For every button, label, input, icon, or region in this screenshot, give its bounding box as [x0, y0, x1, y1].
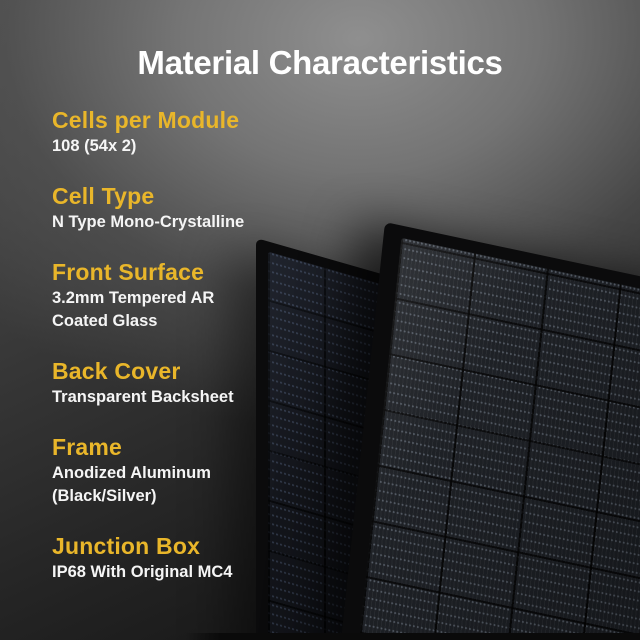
spec-item-frame: Frame Anodized Aluminum (Black/Silver) [52, 432, 312, 508]
spec-value: Anodized Aluminum (Black/Silver) [52, 464, 211, 505]
spec-heading: Junction Box [52, 533, 201, 559]
spec-list: Cells per Module 108 (54x 2) Cell Type N… [52, 105, 312, 607]
solar-panel-front [334, 222, 640, 640]
spec-heading: Back Cover [52, 358, 181, 384]
page-title: Material Characteristics [137, 44, 503, 81]
spec-value: IP68 With Original MC4 [52, 563, 233, 581]
spec-heading: Frame [52, 434, 123, 460]
spec-value: Transparent Backsheet [52, 388, 234, 406]
solar-cells-front [353, 237, 640, 640]
spec-item-back-cover: Back Cover Transparent Backsheet [52, 356, 312, 409]
spec-item-front-surface: Front Surface 3.2mm Tempered AR Coated G… [52, 257, 312, 333]
spec-value: 108 (54x 2) [52, 137, 137, 155]
spec-heading: Cell Type [52, 183, 155, 209]
spec-heading: Cells per Module [52, 107, 240, 133]
spec-item-cells-per-module: Cells per Module 108 (54x 2) [52, 105, 312, 158]
spec-heading: Front Surface [52, 259, 205, 285]
floor-strip [185, 633, 640, 640]
spec-value: N Type Mono-Crystalline [52, 213, 245, 231]
spec-value: 3.2mm Tempered AR Coated Glass [52, 289, 215, 330]
spec-item-junction-box: Junction Box IP68 With Original MC4 [52, 531, 312, 584]
spec-item-cell-type: Cell Type N Type Mono-Crystalline [52, 181, 312, 234]
